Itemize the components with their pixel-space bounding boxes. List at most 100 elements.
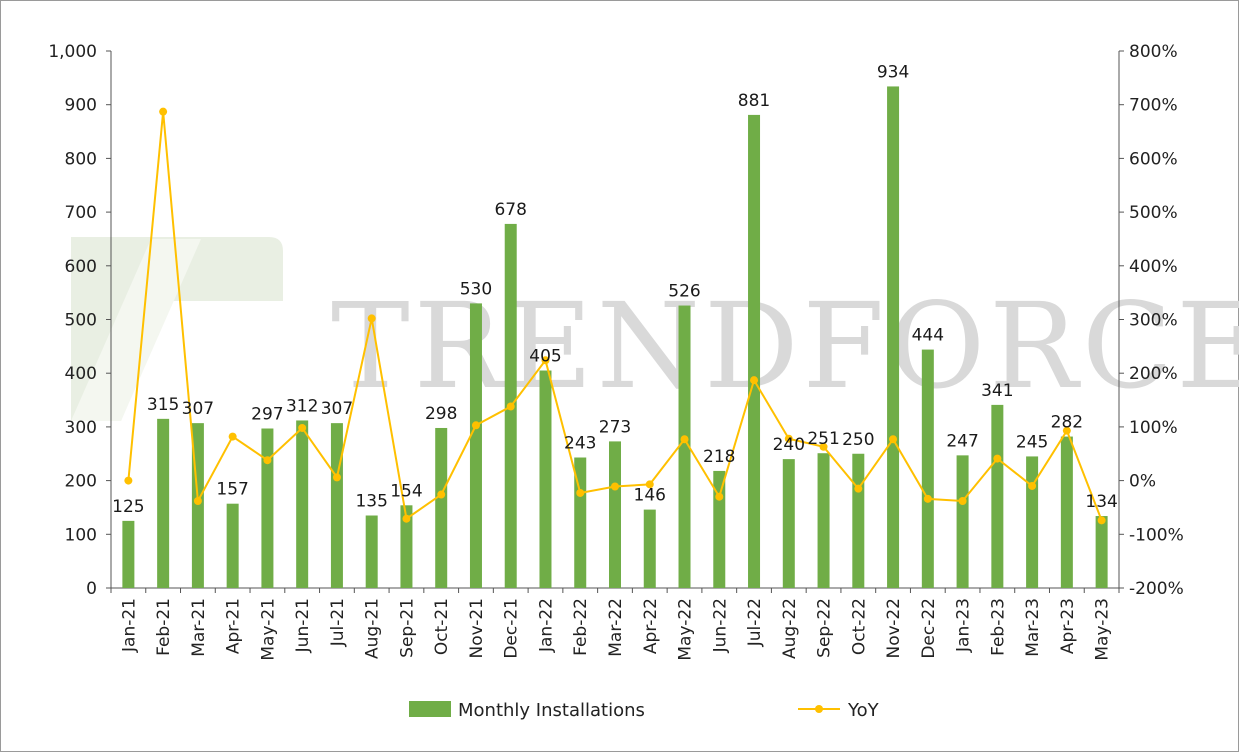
bar-data-label: 312: [286, 396, 318, 416]
watermark-text: TRENDFORCE: [331, 277, 1239, 415]
bar: [539, 370, 552, 588]
left-tick-label: 1,000: [48, 42, 97, 62]
x-tick-label: Mar-23: [1023, 598, 1043, 657]
watermark-logo-cut: [71, 239, 201, 421]
x-tick-label: Oct-22: [849, 598, 869, 655]
bar: [365, 515, 378, 588]
yoy-point: [332, 473, 341, 482]
yoy-point: [263, 456, 272, 465]
left-tick-label: 100: [65, 525, 97, 545]
yoy-point: [958, 497, 967, 506]
bar-data-label: 154: [390, 481, 422, 501]
yoy-point: [611, 482, 619, 491]
x-tick-label: Feb-23: [988, 598, 1008, 656]
bar: [609, 441, 621, 588]
legend-label-yoy: YoY: [847, 700, 880, 721]
bar: [991, 404, 1004, 588]
x-tick-label: Aug-21: [363, 598, 383, 659]
left-tick-label: 500: [65, 311, 97, 331]
bar-data-label: 307: [182, 399, 214, 419]
right-tick-label: 300%: [1129, 311, 1178, 331]
bar-data-label: 125: [112, 497, 144, 517]
left-tick-label: 200: [65, 472, 97, 492]
bar-data-label: 245: [1016, 432, 1048, 452]
bar-data-label: 405: [529, 347, 561, 367]
yoy-point: [645, 480, 654, 489]
x-tick-label: Apr-21: [224, 598, 244, 654]
left-tick-label: 600: [65, 257, 97, 277]
legend-swatch-monthly-installations: [409, 701, 451, 717]
left-axis-ticks: 0 100 200 300 400 500 600 700 800 900 1,000: [48, 42, 111, 599]
bar-data-label: 298: [425, 404, 457, 424]
right-axis-ticks: -200% -100% 0% 100% 200% 300% 400% 500% 600% 700%…: [1119, 42, 1184, 599]
left-tick-label: 0: [86, 579, 97, 599]
x-tick-label: Apr-22: [641, 598, 661, 654]
x-tick-label: Feb-22: [571, 598, 591, 656]
yoy-point: [750, 376, 759, 385]
x-tick-label: Aug-22: [780, 598, 800, 659]
left-tick-label: 400: [65, 364, 97, 384]
bar: [782, 459, 795, 588]
left-tick-label: 700: [65, 203, 97, 223]
bar-data-label: 243: [564, 434, 596, 454]
bar-data-label: 881: [738, 91, 770, 111]
yoy-point: [228, 432, 237, 441]
bar-data-label: 934: [877, 62, 909, 82]
x-tick-label: Jan-22: [536, 598, 556, 653]
x-tick-label: Apr-23: [1058, 598, 1078, 654]
x-tick-label: Jun-22: [710, 598, 730, 653]
right-tick-label: -200%: [1129, 579, 1184, 599]
bar-data-label: 297: [251, 405, 283, 425]
right-tick-label: 100%: [1129, 418, 1178, 438]
yoy-point: [1028, 481, 1037, 490]
bar: [817, 453, 830, 588]
bar-data-label: 250: [842, 430, 874, 450]
right-tick-label: 0%: [1129, 472, 1156, 492]
left-tick-label: 300: [65, 418, 97, 438]
x-tick-label: Sep-21: [397, 598, 417, 658]
x-tick-label: Dec-21: [502, 598, 522, 659]
yoy-point: [1062, 426, 1071, 435]
yoy-point: [506, 402, 515, 411]
bar: [296, 420, 309, 588]
x-tick-label: Jul-21: [328, 598, 348, 647]
bar: [678, 305, 691, 588]
bar-data-label: 315: [147, 395, 179, 415]
x-tick-label: Nov-21: [467, 598, 487, 659]
bar-data-label: 526: [668, 282, 700, 302]
yoy-point: [576, 488, 585, 497]
yoy-point: [923, 494, 932, 503]
bar: [748, 114, 761, 588]
bar: [643, 509, 656, 588]
yoy-point: [193, 497, 202, 506]
yoy-point: [715, 492, 724, 501]
yoy-point: [1097, 516, 1106, 525]
legend-swatch-yoy-marker: [815, 705, 823, 713]
legend: Monthly Installations YoY: [409, 700, 880, 721]
bar-data-label: 146: [634, 486, 666, 506]
bar-data-label: 282: [1051, 413, 1083, 433]
bar-data-label: 251: [807, 429, 839, 449]
bar: [122, 520, 135, 588]
bar: [852, 453, 865, 588]
yoy-point: [298, 423, 307, 432]
bar: [226, 503, 239, 588]
x-tick-label: Dec-22: [919, 598, 939, 659]
bar-data-label: 530: [460, 279, 492, 299]
yoy-point: [402, 514, 411, 523]
yoy-point: [159, 107, 168, 116]
right-tick-label: 800%: [1129, 42, 1178, 62]
yoy-point: [993, 454, 1002, 463]
x-tick-label: Feb-21: [154, 598, 174, 656]
bar-data-label: 218: [703, 447, 735, 467]
bar: [956, 455, 969, 588]
right-tick-label: 600%: [1129, 149, 1178, 169]
yoy-point: [854, 484, 863, 493]
right-tick-label: 200%: [1129, 364, 1178, 384]
bar: [713, 470, 726, 588]
x-tick-label: Mar-21: [189, 598, 209, 657]
bar: [921, 349, 934, 588]
legend-label-monthly-installations: Monthly Installations: [458, 700, 645, 721]
left-tick-label: 800: [65, 149, 97, 169]
